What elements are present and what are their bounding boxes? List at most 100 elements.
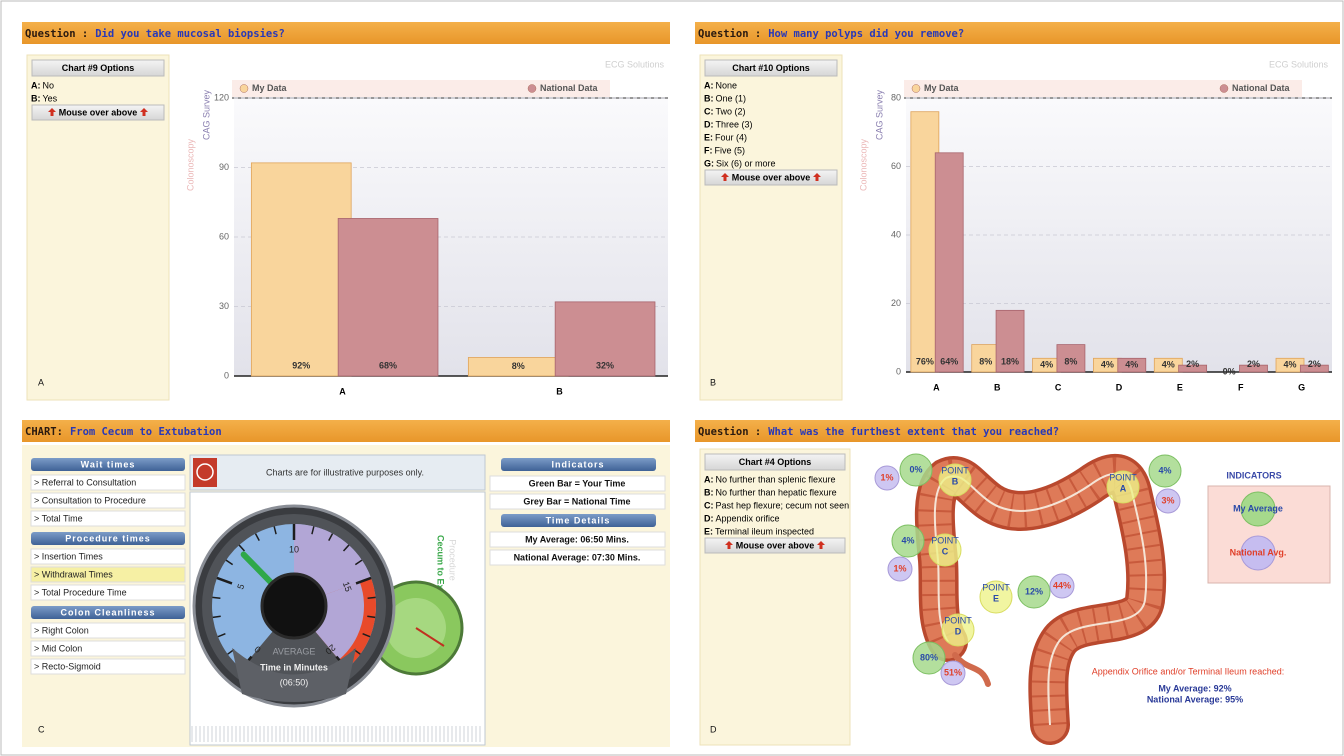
header-bar [22,420,670,442]
option-text: No [43,80,55,90]
menu-item-label: > Withdrawal Times [34,569,113,579]
option-text: Six (6) or more [716,158,776,168]
summary-line: National Average: 95% [1147,694,1243,704]
info-row-label: Grey Bar = National Time [523,496,630,506]
bar [934,152,964,373]
gauge-tick-label: 5 [235,583,246,591]
menu-item[interactable] [30,622,186,639]
option-key: E: [704,132,713,142]
header-bar [695,22,1340,44]
bar [337,218,439,377]
gauge-minor-tick [367,596,376,600]
menu-item[interactable] [30,640,186,657]
gauge-minor-tick [273,526,277,535]
gauge-readout [232,648,356,702]
header-label: Question : [698,28,761,40]
x-tick-label: A [933,382,940,392]
menu-item-label: > Mid Colon [34,643,82,653]
options-button [31,104,165,121]
my-bubble-label: 0% [909,464,922,474]
bar [1299,364,1329,373]
bar-value-label: 8% [1064,356,1077,366]
option-text: Past hep flexure; cecum not seen [716,500,850,510]
watermark: ECG Solutions [605,59,665,69]
panel-letter: D [710,724,717,734]
national-bubble [874,465,900,491]
menu-section-title: Procedure times [65,533,151,543]
bar-value-label: 0% [1223,366,1236,376]
options-title-bar [704,59,838,77]
menu-item[interactable] [30,492,186,509]
menu-item[interactable] [30,548,186,565]
option-key: D: [704,119,714,129]
gauge-tick-label: 0 [252,644,262,655]
point-name: A [1120,483,1127,493]
option-text: Appendix orifice [716,513,780,523]
legend-swatch [911,84,921,93]
legend-swatch [1219,84,1229,93]
bar [250,162,352,377]
options-button-label: Mouse over above [732,172,811,182]
bar-value-label: 4% [1284,360,1297,370]
header-question: Did you take mucosal biopsies? [95,28,285,40]
menu-item[interactable] [30,658,186,675]
bar [1117,357,1147,373]
y-tick-label: 20 [891,298,901,308]
legend-my-label: My Average [1233,503,1283,513]
my-bubble-label: 80% [920,652,938,662]
summary-title: Appendix Orifice and/or Terminal Ileum r… [1092,666,1284,676]
secondary-needle [415,627,445,647]
gauge-minor-tick [225,559,234,566]
gauge-value-label: (06:50) [280,677,309,687]
y-tick-label: 80 [891,92,901,102]
notice-box [189,454,486,491]
menu-item[interactable] [30,474,186,491]
menu-item-label: > Total Time [34,513,83,523]
details-title-bar [501,514,656,527]
my-bubble-label: 12% [1025,586,1043,596]
my-bubble [891,524,925,558]
notice-logo-mark [196,463,214,481]
menu-item-label: > Right Colon [34,625,89,635]
info-row-label: My Average: 06:50 Mins. [525,534,629,544]
national-bubble-label: 1% [880,472,893,482]
option-text: None [716,80,738,90]
menu-item[interactable] [30,566,186,583]
menu-section-title: Colon Cleanliness [60,607,155,617]
indicators-title: INDICATORS [1226,470,1281,480]
gauge-tick-label: 10 [289,544,299,554]
header-label: CHART: [25,426,63,438]
bar-value-label: 32% [596,360,614,370]
menu-item[interactable] [30,510,186,527]
gauge-major-tick [216,576,233,585]
bar-value-label: 64% [940,356,958,366]
options-title-bar [31,59,165,77]
legend-label: National Data [540,83,599,93]
bar-value-label: 18% [1001,356,1019,366]
menu-section-bar [31,532,185,545]
national-bubble [940,660,966,686]
indicators-title: Indicators [551,459,604,469]
legend-national-label: National Avg. [1230,547,1287,557]
legend-swatch [239,84,249,93]
option-key: A: [704,474,714,484]
options-button [704,537,846,554]
x-tick-label: D [1116,382,1123,392]
option-key: B: [704,487,714,497]
bar-value-label: 4% [1125,360,1138,370]
point-marker [979,580,1013,614]
my-bubble-label: 4% [901,535,914,545]
option-text: Three (3) [716,119,753,129]
bar-value-label: 4% [1101,360,1114,370]
point-tag: POINT [1109,472,1137,482]
gauge-minor-tick [254,533,260,542]
header-question: From Cecum to Extubation [70,426,222,438]
side-title: Procedure [448,539,458,581]
gauge-minor-tick [354,559,363,566]
y-tick-label: 0 [224,370,229,380]
summary-line: My Average: 92% [1158,683,1231,693]
bar-value-label: 4% [1162,360,1175,370]
gauge-tick-label: 15 [341,580,354,593]
menu-item[interactable] [30,584,186,601]
bar-value-label: 2% [1186,359,1199,369]
